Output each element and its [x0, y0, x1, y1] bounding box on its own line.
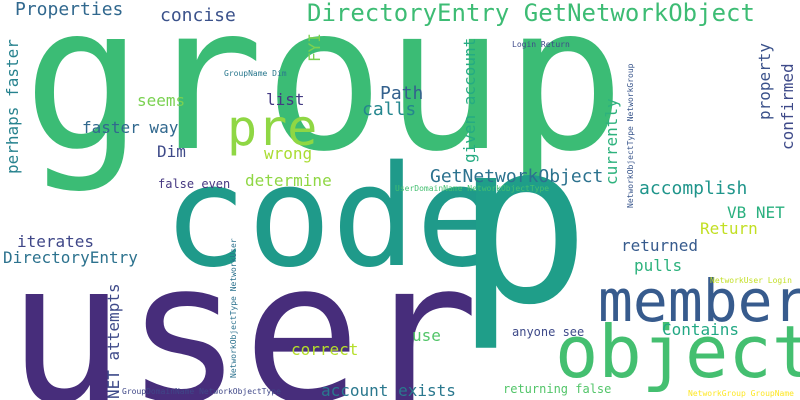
word-faster-way: faster way [82, 118, 179, 137]
word-calls: calls [362, 99, 417, 120]
word-object: object [555, 310, 800, 394]
word-iterates: iterates [17, 232, 95, 251]
word-return: Return [700, 219, 758, 238]
word-pre: pre [227, 99, 318, 157]
word-fyi: FYI [305, 33, 324, 62]
word-list: list [266, 90, 305, 109]
word-getnetworkobject: GetNetworkObject [430, 166, 604, 187]
word-given-account: given account [460, 37, 479, 163]
word-properties: Properties [15, 0, 124, 20]
word-returned: returned [621, 236, 699, 255]
word-networkuser-login: NetworkUser Login [710, 276, 792, 285]
word-networkobjecttype-networkuser: NetworkObjectType NetworkUser [229, 238, 238, 378]
word-anyone-see: anyone see [512, 325, 585, 339]
word-networkgroup-groupname: NetworkGroup GroupName [688, 389, 794, 398]
word-userdomainname-networkobjecttype: UserDomainName NetworkObjectType [395, 184, 550, 193]
word-returning-false: returning false [503, 382, 612, 396]
word-determine: determine [245, 171, 332, 190]
word-member: member [598, 267, 800, 335]
word-account-exists: account exists [321, 381, 456, 400]
word-pulls: pulls [634, 256, 683, 275]
word-vb-net: VB NET [727, 203, 785, 222]
word-group: group [23, 0, 626, 196]
word-net-attempts: NET attempts [104, 283, 123, 399]
word-seems: seems [137, 91, 186, 110]
word-user: user [7, 220, 480, 400]
word-contains: Contains [662, 320, 740, 339]
word-login-return: Login Return [512, 40, 570, 49]
word-p: p [455, 93, 591, 355]
word-wrong: wrong [264, 144, 313, 163]
word-perhaps-faster: perhaps faster [3, 39, 22, 174]
word-directoryentry: DirectoryEntry [3, 248, 138, 267]
word-path: Path [380, 83, 424, 104]
word-false-even: false even [158, 177, 231, 191]
word-groupname-dim: GroupName Dim [224, 69, 287, 78]
word-confirmed: confirmed [778, 63, 797, 150]
word-networkobjecttype-networkgroup: NetworkObjectType NetworkGroup [626, 63, 635, 209]
word-currently: currently [602, 98, 621, 185]
word-groupdomainname-networkobjecttype: GroupDomainName NetworkObjectType [122, 387, 281, 396]
word-code: code [163, 136, 501, 299]
word-dim: Dim [157, 142, 186, 161]
word-use: use [412, 326, 441, 345]
word-accomplish: accomplish [639, 178, 748, 199]
word-correct: correct [291, 340, 359, 359]
word-directoryentry-getnetworkobject: DirectoryEntry GetNetworkObject [307, 0, 755, 27]
word-property: property [755, 42, 774, 120]
word-concise: concise [160, 5, 236, 26]
